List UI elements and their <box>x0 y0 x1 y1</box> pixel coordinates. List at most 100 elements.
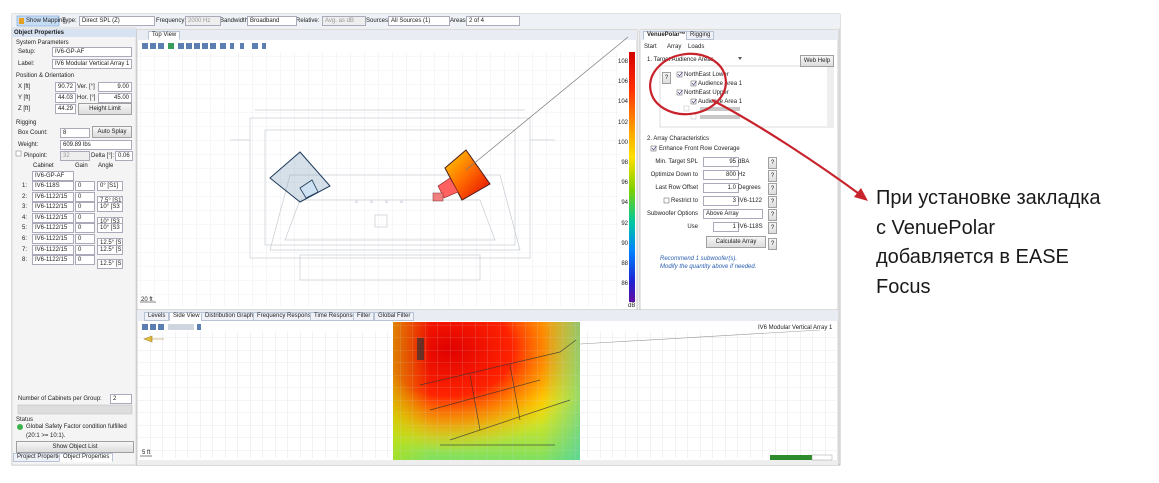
gain-dropdown[interactable]: 0 <box>75 212 95 223</box>
view-tab[interactable]: Frequency Response <box>253 312 319 321</box>
help-button[interactable]: ? <box>768 183 777 195</box>
field-label: Z [ft] <box>18 106 30 112</box>
legend-tick: 100 <box>618 139 629 146</box>
toolbar-dropdown[interactable]: Broadband <box>247 16 297 26</box>
annotation-text: с VenuePolar <box>876 216 995 239</box>
tree-item[interactable]: Audience Area 1 <box>698 99 743 105</box>
angle-dropdown[interactable]: 10° [S3 <box>97 223 123 234</box>
help-button[interactable]: ? <box>768 196 777 208</box>
calculate-array-button[interactable]: Calculate Array <box>706 236 766 248</box>
column-header: Cabinet <box>33 163 54 169</box>
angle-input[interactable]: 9.00 <box>98 82 132 92</box>
cabinets-dropdown[interactable]: 2 <box>110 394 132 404</box>
legend-tick: 88 <box>621 261 628 267</box>
view-tab[interactable]: Filter <box>353 312 375 321</box>
coordinate-input[interactable]: 90.72 <box>55 82 76 92</box>
angle-input[interactable]: 45.00 <box>98 93 132 103</box>
help-button[interactable]: ? <box>768 222 777 234</box>
view-tab[interactable]: Global Filter <box>374 312 415 321</box>
plugin-tab[interactable]: Rigging <box>686 31 715 40</box>
angle-dropdown[interactable]: 12.5° [S <box>97 259 123 270</box>
cabinet-field: IV6-GP-AF <box>32 171 74 181</box>
coordinate-input[interactable]: 44.29 <box>55 104 76 114</box>
toolbar-dropdown[interactable]: 2 of 4 <box>466 16 520 26</box>
show-mapping-toggle[interactable]: Show Mapping <box>26 18 66 24</box>
field-label: Pinpoint: <box>24 153 48 159</box>
plugin-tab[interactable]: VenuePolar™ <box>643 31 690 40</box>
pinpoint-input: 32 <box>60 151 90 161</box>
cabinet-dropdown[interactable]: IV6-1122/15 <box>32 255 74 266</box>
sub-tab[interactable]: Start <box>644 44 657 50</box>
setup-dropdown[interactable]: IV6-GP-AF <box>52 47 132 57</box>
sub-tab[interactable]: Loads <box>688 44 705 50</box>
view-tab[interactable]: Side View <box>169 312 204 321</box>
panel-title: Object Properties <box>14 30 65 36</box>
field-label: X [ft] <box>18 84 31 90</box>
gain-dropdown[interactable]: 0 <box>75 181 95 191</box>
sub-input[interactable]: Above Array <box>703 209 763 219</box>
toolbar-dropdown[interactable]: Direct SPL (Z) <box>79 16 155 26</box>
checkbox-label[interactable]: Enhance Front Row Coverage <box>659 146 740 152</box>
view-tab[interactable]: Levels <box>144 312 170 321</box>
gain-dropdown[interactable]: 0 <box>75 234 95 244</box>
section-header: Rigging <box>16 120 37 126</box>
angle-dropdown[interactable]: 12.5° [S <box>97 244 123 255</box>
cabinet-dropdown[interactable]: IV6-1122/15 <box>32 223 74 234</box>
column-header: Gain <box>75 163 88 169</box>
auto-splay-button[interactable]: Auto Splay <box>92 126 132 138</box>
cabinet-dropdown[interactable]: IV6-1122/15 <box>32 244 74 255</box>
web-help-button[interactable]: Web Help <box>800 55 834 67</box>
weight-field: 609.89 lbs <box>60 140 132 150</box>
scale-label: 20 ft <box>141 297 153 303</box>
min_spl-input[interactable]: 95 <box>703 157 739 167</box>
gain-dropdown[interactable]: 0 <box>75 255 95 266</box>
cabinet-dropdown[interactable]: IV6-1122/15 <box>32 212 74 223</box>
restrict-input[interactable]: 3 <box>703 196 739 206</box>
angle-dropdown[interactable]: 0° [S1] <box>97 181 123 191</box>
cabinet-dropdown[interactable]: IV6-1122/15 <box>32 202 74 213</box>
field-label: Setup: <box>18 49 36 55</box>
toolbar-label: Relative: <box>296 18 320 24</box>
cabinet-dropdown[interactable]: IV6-1122/15 <box>32 234 74 244</box>
help-button[interactable]: ? <box>662 72 671 84</box>
toolbar-label: Areas: <box>450 18 468 24</box>
field-label: Box Count: <box>18 130 48 136</box>
box-count-dropdown[interactable]: 8 <box>60 128 90 138</box>
help-button[interactable]: ? <box>768 170 777 182</box>
show-object-list-button[interactable]: Show Object List <box>16 441 134 453</box>
help-button[interactable]: ? <box>768 238 777 250</box>
tree-item[interactable]: Audience Area 1 <box>698 81 743 87</box>
tree-item[interactable]: NorthEast Lower <box>684 72 729 78</box>
legend-tick: 86 <box>621 281 628 288</box>
toolbar-dropdown[interactable]: Avg. as dB <box>322 16 366 26</box>
gain-dropdown[interactable]: 0 <box>75 202 95 213</box>
field-label: Hor. [°] <box>77 95 96 101</box>
toolbar-dropdown[interactable]: 2000 Hz <box>185 16 221 26</box>
view-tab[interactable]: Distribution Graph <box>201 312 258 321</box>
toolbar-dropdown[interactable]: All Sources (1) <box>388 16 450 26</box>
help-button[interactable]: ? <box>768 157 777 169</box>
offset-input[interactable]: 1.0 <box>703 183 739 193</box>
legend-tick: 96 <box>621 180 628 187</box>
help-button[interactable]: ? <box>768 209 777 221</box>
scale-label: 5 ft <box>142 450 151 456</box>
row-index: 7: <box>22 246 28 253</box>
sub-tab[interactable]: Array <box>667 44 682 50</box>
optimize-input[interactable]: 800 <box>703 170 739 180</box>
gain-dropdown[interactable]: 0 <box>75 191 95 202</box>
cabinet-dropdown[interactable]: IV6-1122/15 <box>32 191 74 202</box>
coordinate-input[interactable]: 44.03 <box>55 93 76 103</box>
annotation-text: добавляется в EASE <box>876 246 1069 268</box>
gain-dropdown[interactable]: 0 <box>75 244 95 255</box>
height-limit-button[interactable]: Height Limit <box>78 103 132 115</box>
view-tab[interactable]: Top View <box>148 31 181 40</box>
use-input[interactable]: 1 <box>713 222 739 232</box>
cabinet-dropdown[interactable]: IV6-118S <box>32 181 74 191</box>
label-input[interactable]: IV6 Modular Vertical Array 1 <box>52 59 132 69</box>
angle-dropdown[interactable]: 10° [S3 <box>97 202 123 213</box>
gain-dropdown[interactable]: 0 <box>75 223 95 234</box>
tree-item[interactable]: NorthEast Upper <box>684 90 729 96</box>
panel-tab[interactable]: Object Properties <box>59 453 114 462</box>
